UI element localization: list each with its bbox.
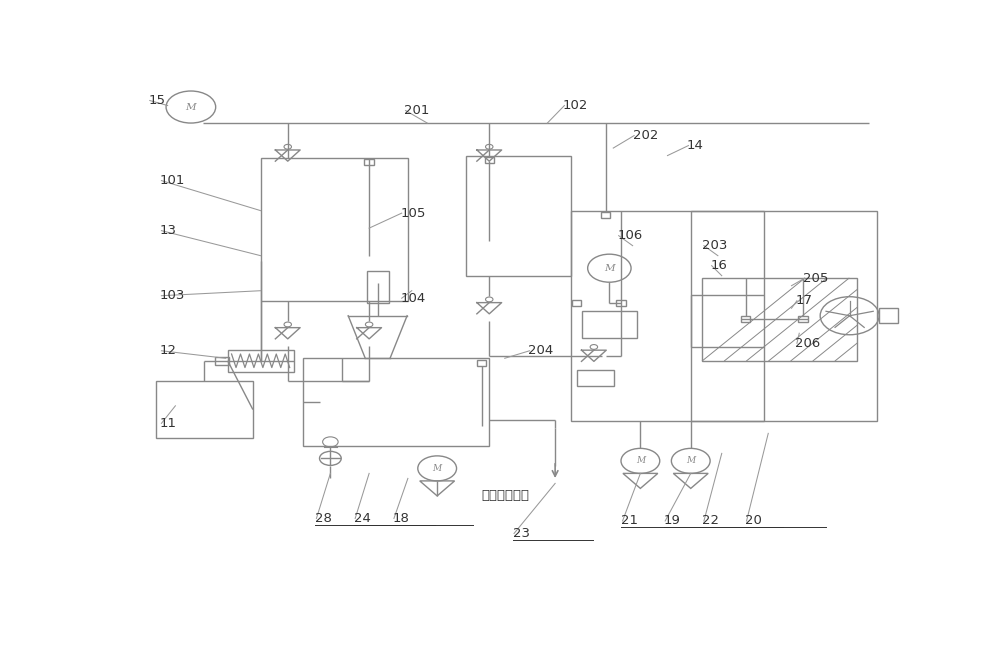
Bar (702, 278, 857, 361)
Text: 204: 204 (528, 344, 553, 358)
Bar (879, 308, 898, 323)
Text: 12: 12 (160, 344, 177, 358)
Text: 201: 201 (404, 104, 429, 117)
Bar (215, 357, 229, 365)
Text: 104: 104 (400, 292, 425, 305)
Bar (367, 270, 389, 303)
Text: 18: 18 (392, 512, 409, 525)
Text: M: M (686, 456, 695, 465)
Bar (261, 158, 408, 301)
Text: 16: 16 (710, 259, 727, 272)
Text: M: M (186, 103, 196, 112)
Bar (582, 311, 637, 338)
Text: M: M (433, 464, 442, 473)
Bar (364, 159, 374, 165)
Text: 206: 206 (795, 337, 821, 350)
Text: 22: 22 (702, 514, 719, 527)
Bar (572, 300, 581, 306)
Bar (571, 211, 764, 421)
Text: 11: 11 (160, 417, 177, 430)
Text: 102: 102 (563, 99, 588, 112)
Bar (303, 358, 489, 446)
Text: 13: 13 (160, 224, 177, 237)
Text: 205: 205 (803, 272, 828, 285)
Text: 20: 20 (745, 514, 762, 527)
Bar (798, 317, 808, 322)
Bar (156, 381, 253, 438)
Text: 105: 105 (400, 207, 426, 220)
Text: 23: 23 (512, 527, 530, 540)
Text: 14: 14 (687, 139, 704, 152)
Text: 19: 19 (664, 514, 680, 527)
Text: 15: 15 (148, 94, 165, 107)
Text: 21: 21 (621, 514, 638, 527)
Text: 103: 103 (160, 289, 185, 302)
Bar (228, 350, 294, 372)
Text: 市政排水管网: 市政排水管网 (482, 489, 530, 502)
Text: 17: 17 (795, 294, 812, 307)
Text: 203: 203 (702, 239, 728, 252)
Text: 106: 106 (617, 229, 642, 242)
Bar (466, 155, 571, 276)
Bar (485, 157, 494, 162)
Text: 202: 202 (633, 129, 658, 142)
Text: M: M (636, 456, 645, 465)
Text: 28: 28 (315, 512, 332, 525)
Bar (616, 300, 626, 306)
Text: 24: 24 (354, 512, 370, 525)
Bar (577, 370, 614, 386)
Text: 101: 101 (160, 174, 185, 187)
Text: M: M (604, 264, 615, 273)
Bar (477, 360, 486, 367)
Bar (601, 212, 610, 218)
Bar (691, 211, 877, 421)
Bar (741, 317, 750, 322)
